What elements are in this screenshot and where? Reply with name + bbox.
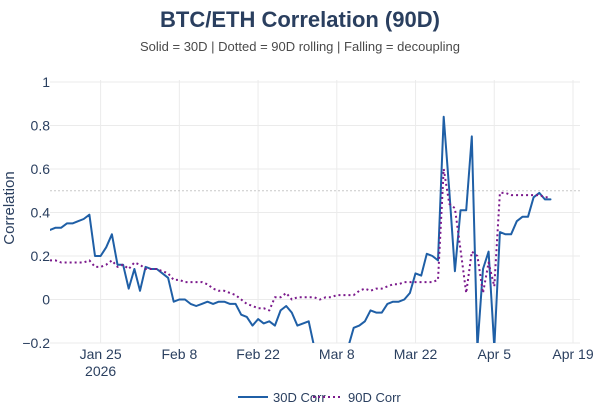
x-tick-sublabel: 2026	[85, 363, 116, 379]
legend-label: 30D Corr	[273, 390, 326, 405]
x-tick-label: Apr 5	[478, 346, 512, 362]
legend[interactable]: 30D Corr 90D Corr	[238, 390, 401, 405]
x-tick-label: Mar 8	[319, 346, 355, 362]
x-tick-label: Feb 22	[236, 346, 280, 362]
y-tick-label: 1	[42, 74, 50, 90]
series-line-30d-corr	[50, 115, 552, 343]
y-tick-label: 0.4	[31, 205, 51, 221]
y-axis-label: Correlation	[1, 171, 18, 244]
series-group	[50, 115, 552, 343]
y-axis-ticks: 1 0.8 0.6 0.4 0.2 0 −0.2	[22, 74, 50, 351]
y-tick-label: 0.8	[31, 118, 51, 134]
x-tick-label: Jan 25	[80, 346, 122, 362]
series-line-90d-corr	[50, 168, 551, 312]
y-tick-label: 0.2	[31, 248, 51, 264]
legend-label: 90D Corr	[348, 390, 401, 405]
legend-item-90d-corr[interactable]: 90D Corr	[313, 390, 401, 405]
legend-item-30d-corr[interactable]: 30D Corr	[238, 390, 326, 405]
x-tick-label: Feb 8	[161, 346, 197, 362]
chart-subtitle: Solid = 30D | Dotted = 90D rolling | Fal…	[140, 39, 460, 54]
x-tick-label: Apr 19	[552, 346, 593, 362]
grid	[50, 80, 580, 344]
y-tick-label: 0	[42, 292, 50, 308]
y-tick-label: 0.6	[31, 161, 51, 177]
chart-title: BTC/ETH Correlation (90D)	[160, 7, 440, 32]
x-tick-label: Mar 22	[394, 346, 438, 362]
y-tick-label: −0.2	[22, 335, 50, 351]
